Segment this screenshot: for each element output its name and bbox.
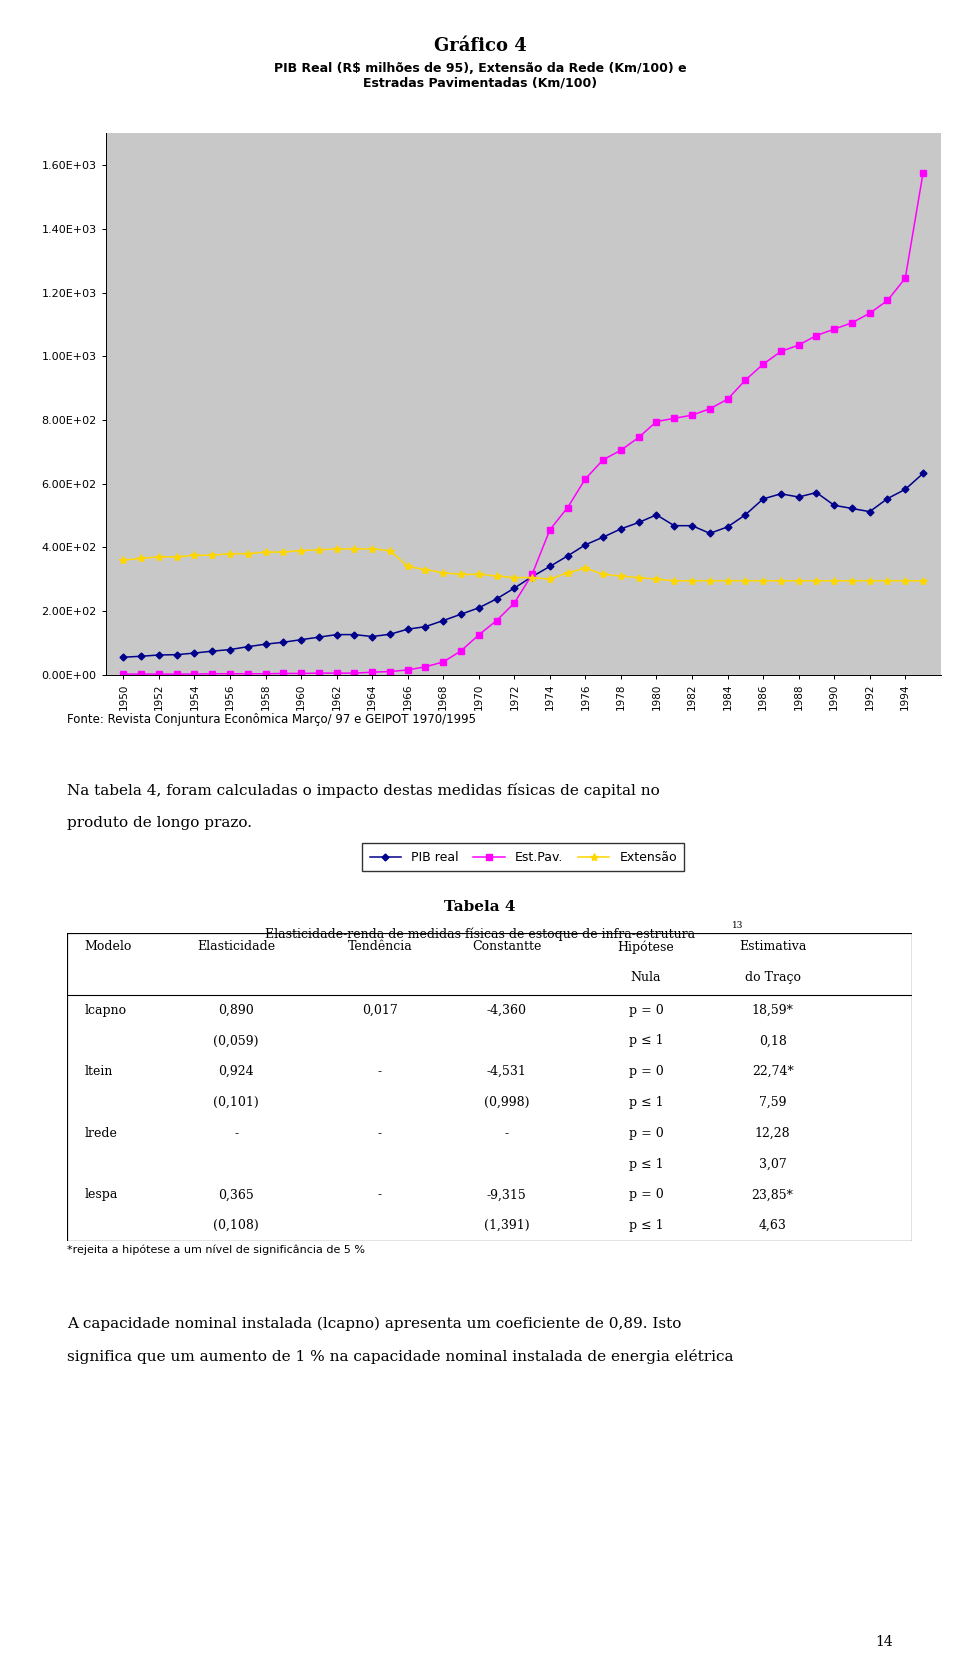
Text: lcapno: lcapno: [84, 1003, 126, 1016]
Text: (0,101): (0,101): [213, 1096, 259, 1110]
Text: (0,108): (0,108): [213, 1220, 259, 1233]
Text: ltein: ltein: [84, 1065, 112, 1078]
Text: Constantte: Constantte: [471, 940, 541, 953]
Legend: PIB real, Est.Pav., Extensão: PIB real, Est.Pav., Extensão: [362, 843, 684, 871]
Text: 23,85*: 23,85*: [752, 1188, 794, 1201]
Text: Gráfico 4: Gráfico 4: [434, 37, 526, 55]
Text: -: -: [377, 1065, 382, 1078]
Text: (1,391): (1,391): [484, 1220, 529, 1233]
Text: p ≤ 1: p ≤ 1: [629, 1220, 663, 1233]
Text: 0,365: 0,365: [218, 1188, 254, 1201]
Text: PIB Real (R$ milhões de 95), Extensão da Rede (Km/100) e
Estradas Pavimentadas (: PIB Real (R$ milhões de 95), Extensão da…: [274, 62, 686, 90]
Text: p = 0: p = 0: [629, 1126, 663, 1140]
Text: Nula: Nula: [631, 971, 661, 985]
Text: (0,059): (0,059): [213, 1035, 259, 1048]
Text: Tabela 4: Tabela 4: [444, 900, 516, 913]
Text: produto de longo prazo.: produto de longo prazo.: [67, 816, 252, 830]
Text: p ≤ 1: p ≤ 1: [629, 1035, 663, 1048]
Text: p = 0: p = 0: [629, 1003, 663, 1016]
Text: p = 0: p = 0: [629, 1188, 663, 1201]
Text: 3,07: 3,07: [758, 1158, 786, 1171]
Text: p = 0: p = 0: [629, 1065, 663, 1078]
Text: Na tabela 4, foram calculadas o impacto destas medidas físicas de capital no: Na tabela 4, foram calculadas o impacto …: [67, 783, 660, 798]
Text: Modelo: Modelo: [84, 940, 132, 953]
Text: Elasticidade-renda de medidas físicas de estoque de infra-estrutura: Elasticidade-renda de medidas físicas de…: [265, 928, 695, 941]
Text: 0,18: 0,18: [758, 1035, 786, 1048]
Text: 14: 14: [876, 1636, 893, 1649]
Text: 22,74*: 22,74*: [752, 1065, 794, 1078]
Text: Elasticidade: Elasticidade: [197, 940, 276, 953]
Text: A capacidade nominal instalada (lcapno) apresenta um coeficiente de 0,89. Isto: A capacidade nominal instalada (lcapno) …: [67, 1316, 682, 1331]
Text: -: -: [234, 1126, 238, 1140]
Text: p ≤ 1: p ≤ 1: [629, 1158, 663, 1171]
Text: -: -: [504, 1126, 509, 1140]
Text: significa que um aumento de 1 % na capacidade nominal instalada de energia elétr: significa que um aumento de 1 % na capac…: [67, 1349, 733, 1364]
Text: 0,890: 0,890: [218, 1003, 254, 1016]
Text: -4,360: -4,360: [487, 1003, 526, 1016]
Text: (0,998): (0,998): [484, 1096, 529, 1110]
Text: -: -: [377, 1188, 382, 1201]
Text: 0,924: 0,924: [218, 1065, 254, 1078]
Text: lrede: lrede: [84, 1126, 117, 1140]
Text: do Traço: do Traço: [745, 971, 801, 985]
Text: lespa: lespa: [84, 1188, 117, 1201]
Text: -: -: [377, 1126, 382, 1140]
Text: -4,531: -4,531: [487, 1065, 526, 1078]
Text: *rejeita a hipótese a um nível de significância de 5 %: *rejeita a hipótese a um nível de signif…: [67, 1245, 365, 1254]
Text: 7,59: 7,59: [758, 1096, 786, 1110]
Text: p ≤ 1: p ≤ 1: [629, 1096, 663, 1110]
Text: -9,315: -9,315: [487, 1188, 526, 1201]
Text: Hipótese: Hipótese: [617, 940, 674, 953]
Text: 0,017: 0,017: [362, 1003, 397, 1016]
Text: 12,28: 12,28: [755, 1126, 790, 1140]
Text: 18,59*: 18,59*: [752, 1003, 794, 1016]
Text: Estimativa: Estimativa: [739, 940, 806, 953]
Text: Fonte: Revista Conjuntura Econômica Março/ 97 e GEIPOT 1970/1995: Fonte: Revista Conjuntura Econômica Març…: [67, 713, 476, 726]
Text: 13: 13: [732, 921, 743, 930]
Text: Tendência: Tendência: [348, 940, 412, 953]
Text: 4,63: 4,63: [758, 1220, 786, 1233]
